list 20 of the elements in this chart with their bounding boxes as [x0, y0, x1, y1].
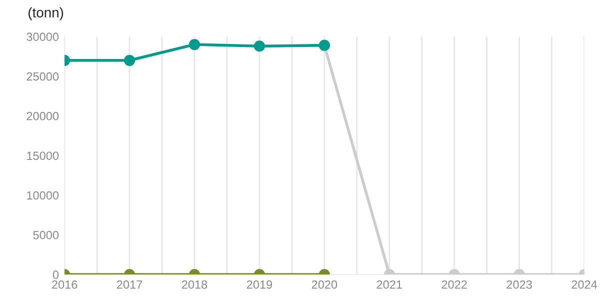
point [124, 54, 136, 66]
x-tick-label: 2022 [442, 280, 467, 289]
x-tick-label: 2021 [376, 280, 402, 289]
y-tick-label: 25000 [26, 72, 59, 81]
x-tick-label: 2019 [246, 280, 272, 289]
y-tick-label: 0 [52, 270, 59, 279]
point [188, 38, 200, 50]
x-tick-label: 2024 [572, 280, 598, 289]
y-axis-title: (tonn) [28, 7, 64, 20]
point [254, 40, 266, 52]
x-tick-label: 2018 [182, 280, 208, 289]
y-tick-label: 5000 [33, 230, 59, 240]
y-tick-label: 30000 [26, 32, 59, 41]
x-tick-label: 2020 [312, 280, 338, 289]
x-tick-label: 2023 [506, 280, 532, 289]
y-tick-label: 20000 [26, 112, 59, 120]
x-tick-label: 2017 [117, 280, 142, 289]
y-tick-label: 15000 [27, 152, 59, 160]
y-tick-label: 10000 [27, 191, 59, 200]
x-tick-label: 2016 [52, 280, 78, 289]
